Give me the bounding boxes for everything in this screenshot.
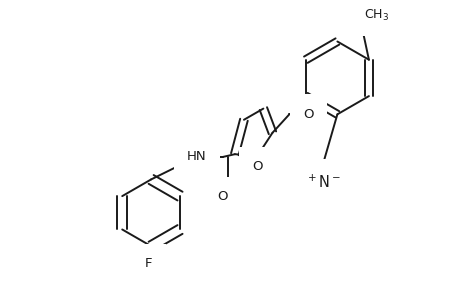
Text: O: O	[303, 108, 313, 121]
Text: HN: HN	[186, 151, 206, 164]
Text: O: O	[292, 185, 302, 198]
Text: $\mathregular{^+N^-}$: $\mathregular{^+N^-}$	[304, 173, 340, 191]
Text: CH$_3$: CH$_3$	[364, 8, 389, 23]
Text: O: O	[217, 190, 228, 203]
Text: O: O	[252, 160, 263, 173]
Text: F: F	[145, 257, 152, 270]
Text: O: O	[341, 180, 352, 193]
